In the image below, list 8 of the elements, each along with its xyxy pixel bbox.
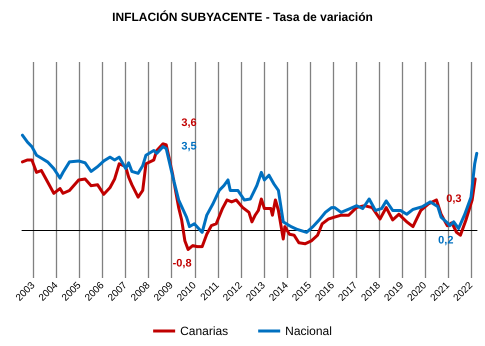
annotation: 3,6 [181, 116, 197, 129]
annotation: -0,8 [172, 257, 192, 270]
legend-label: Canarias [180, 324, 228, 338]
chart-title: INFLACIÓN SUBYACENTE - Tasa de variación [112, 10, 373, 24]
legend-label: Nacional [285, 324, 332, 338]
annotation: 3,5 [181, 140, 197, 153]
annotation: 0,2 [438, 234, 454, 247]
annotation: 0,3 [446, 192, 462, 205]
